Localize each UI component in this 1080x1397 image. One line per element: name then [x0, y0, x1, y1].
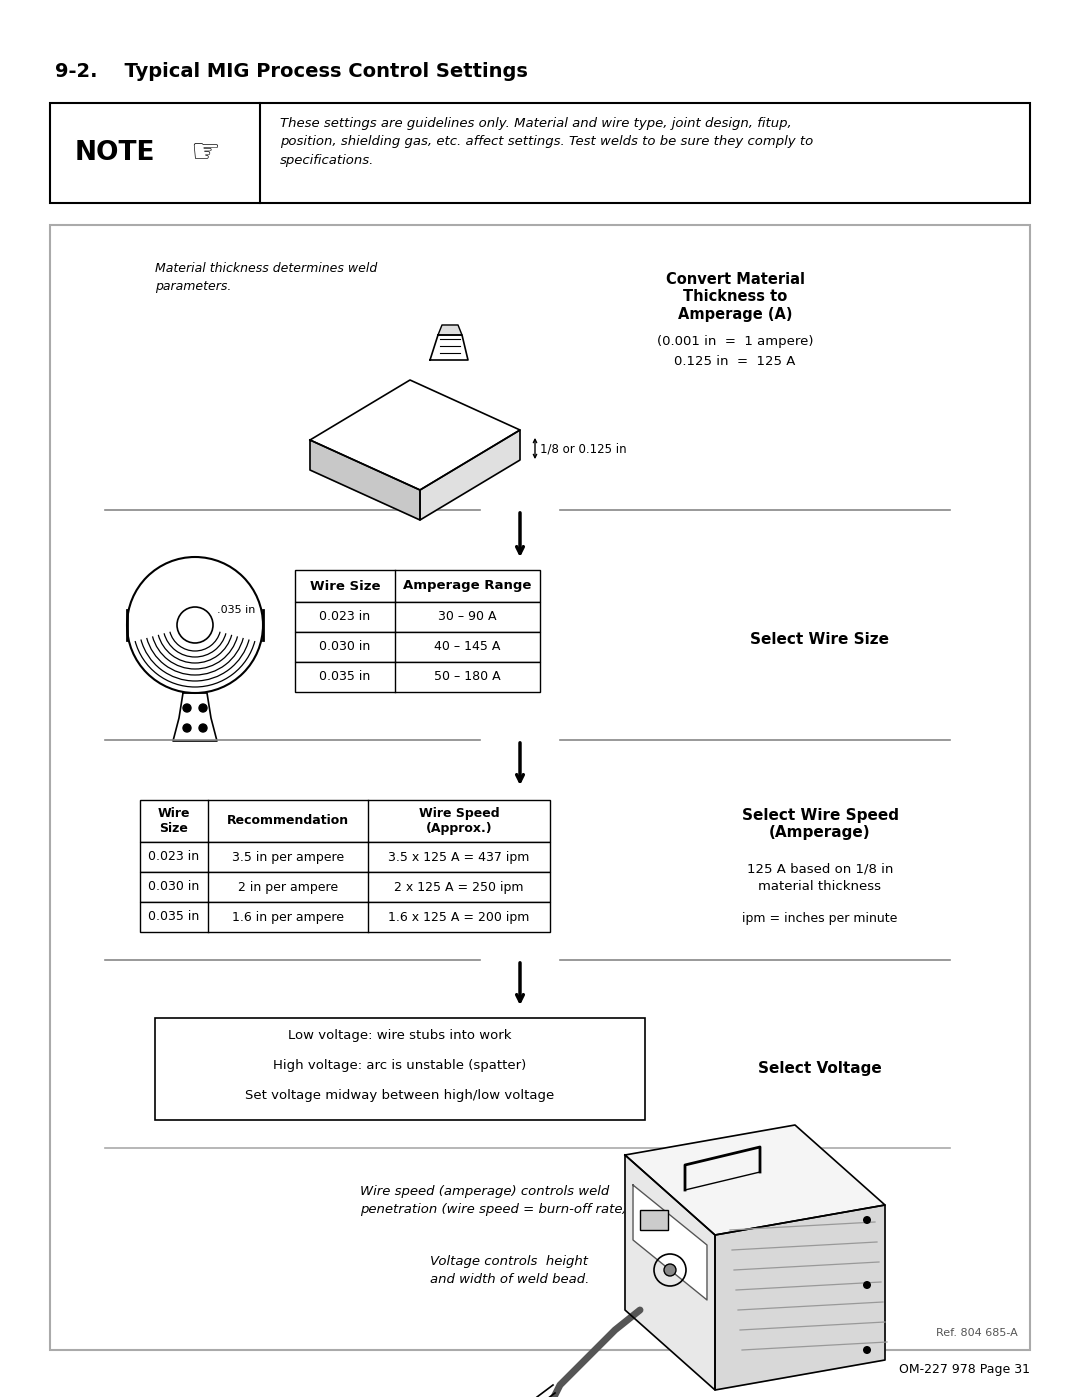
Text: 0.023 in: 0.023 in [320, 610, 370, 623]
Text: Voltage controls  height
and width of weld bead.: Voltage controls height and width of wel… [430, 1255, 590, 1287]
Text: 1.6 x 125 A = 200 ipm: 1.6 x 125 A = 200 ipm [389, 911, 529, 923]
Text: Amperage Range: Amperage Range [403, 580, 531, 592]
Bar [50, 103, 1030, 203]
Text: Select Wire Size: Select Wire Size [751, 633, 890, 647]
Polygon shape [420, 430, 519, 520]
Text: 3.5 in per ampere: 3.5 in per ampere [232, 851, 345, 863]
Bar [295, 602, 540, 631]
Bar [140, 842, 550, 872]
Circle shape [183, 704, 191, 712]
Circle shape [863, 1345, 870, 1354]
Text: 2 in per ampere: 2 in per ampere [238, 880, 338, 894]
Bar [140, 800, 550, 842]
Circle shape [199, 704, 207, 712]
Text: Set voltage midway between high/low voltage: Set voltage midway between high/low volt… [245, 1090, 555, 1102]
Text: Ref. 804 685-A: Ref. 804 685-A [936, 1329, 1018, 1338]
Circle shape [183, 724, 191, 732]
Text: Wire speed (amperage) controls weld
penetration (wire speed = burn-off rate): Wire speed (amperage) controls weld pene… [360, 1185, 627, 1215]
Text: Convert Material
Thickness to
Amperage (A): Convert Material Thickness to Amperage (… [665, 272, 805, 321]
Text: 125 A based on 1/8 in
material thickness: 125 A based on 1/8 in material thickness [746, 862, 893, 893]
Text: Wire
Size: Wire Size [158, 807, 190, 835]
Polygon shape [625, 1125, 885, 1235]
Polygon shape [438, 326, 462, 335]
Text: 0.035 in: 0.035 in [320, 671, 370, 683]
Text: 30 – 90 A: 30 – 90 A [438, 610, 497, 623]
Polygon shape [430, 335, 468, 360]
Bar [140, 872, 550, 902]
Polygon shape [173, 693, 217, 740]
Text: 0.023 in: 0.023 in [148, 851, 200, 863]
Polygon shape [625, 1155, 715, 1390]
Text: Recommendation: Recommendation [227, 814, 349, 827]
Bar [50, 225, 1030, 1350]
Text: .035 in: .035 in [217, 605, 255, 615]
Text: 1/8 or 0.125 in: 1/8 or 0.125 in [540, 441, 626, 455]
Text: 9-2.    Typical MIG Process Control Settings: 9-2. Typical MIG Process Control Setting… [55, 61, 528, 81]
Text: Low voltage: wire stubs into work: Low voltage: wire stubs into work [288, 1030, 512, 1042]
Polygon shape [310, 440, 420, 520]
Text: Select Wire Speed
(Amperage): Select Wire Speed (Amperage) [742, 807, 899, 841]
Text: 2 x 125 A = 250 ipm: 2 x 125 A = 250 ipm [394, 880, 524, 894]
Polygon shape [715, 1206, 885, 1390]
Text: Wire Size: Wire Size [310, 580, 380, 592]
Text: 0.030 in: 0.030 in [320, 640, 370, 654]
Polygon shape [633, 1185, 707, 1301]
Bar [295, 662, 540, 692]
Polygon shape [310, 380, 519, 490]
Circle shape [664, 1264, 676, 1275]
Text: 0.030 in: 0.030 in [148, 880, 200, 894]
Circle shape [199, 724, 207, 732]
Bar [156, 1018, 645, 1120]
Text: Wire Speed
(Approx.): Wire Speed (Approx.) [419, 807, 499, 835]
Bar [295, 570, 540, 602]
Bar [640, 1210, 669, 1229]
Text: 1.6 in per ampere: 1.6 in per ampere [232, 911, 345, 923]
Text: 0.035 in: 0.035 in [148, 911, 200, 923]
Text: Material thickness determines weld
parameters.: Material thickness determines weld param… [156, 263, 377, 293]
Text: NOTE: NOTE [75, 140, 156, 166]
Bar [140, 902, 550, 932]
Text: 40 – 145 A: 40 – 145 A [434, 640, 501, 654]
Circle shape [177, 608, 213, 643]
Text: High voltage: arc is unstable (spatter): High voltage: arc is unstable (spatter) [273, 1059, 527, 1073]
Text: ☞: ☞ [190, 137, 220, 169]
Text: Select Voltage: Select Voltage [758, 1060, 882, 1076]
Text: (0.001 in  =  1 ampere)
0.125 in  =  125 A: (0.001 in = 1 ampere) 0.125 in = 125 A [657, 335, 813, 367]
Bar [295, 631, 540, 662]
Text: OM-227 978 Page 31: OM-227 978 Page 31 [899, 1363, 1030, 1376]
Circle shape [863, 1281, 870, 1289]
Text: ipm = inches per minute: ipm = inches per minute [742, 912, 897, 925]
Text: 50 – 180 A: 50 – 180 A [434, 671, 501, 683]
Text: 3.5 x 125 A = 437 ipm: 3.5 x 125 A = 437 ipm [389, 851, 529, 863]
Circle shape [863, 1215, 870, 1224]
Text: These settings are guidelines only. Material and wire type, joint design, fitup,: These settings are guidelines only. Mate… [280, 117, 813, 168]
